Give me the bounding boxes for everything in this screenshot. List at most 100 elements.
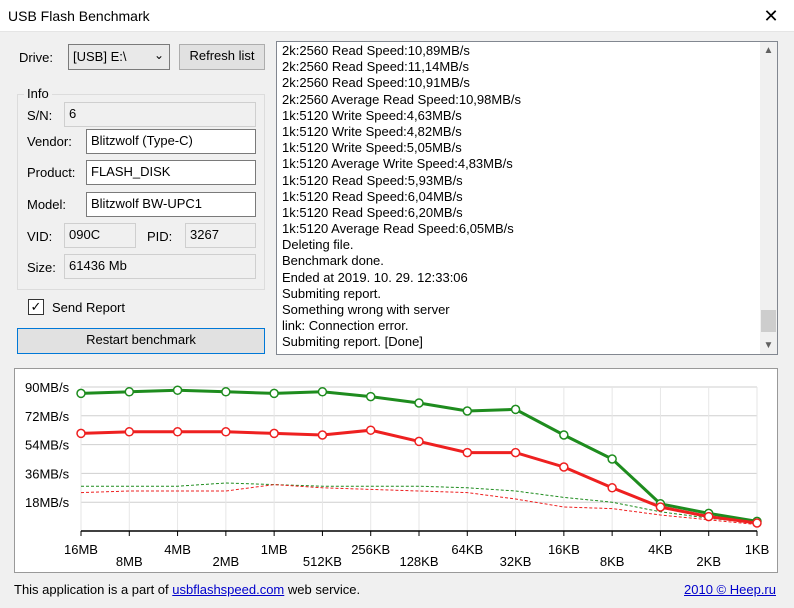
data-point (124, 387, 135, 397)
log-line: Submiting report. (282, 285, 381, 301)
log-line: 2k:2560 Average Read Speed:10,98MB/s (282, 91, 521, 107)
data-point (559, 430, 569, 440)
data-point (462, 447, 473, 458)
x-tick-label: 32KB (500, 554, 532, 569)
x-tick-label: 64KB (451, 542, 483, 557)
restart-benchmark-button[interactable]: Restart benchmark (17, 328, 265, 354)
model-field[interactable]: Blitzwolf BW-UPC1 (86, 192, 256, 217)
product-field[interactable]: FLASH_DISK (86, 160, 256, 185)
scroll-thumb[interactable] (761, 310, 776, 332)
model-label: Model: (27, 197, 67, 212)
send-report-label: Send Report (52, 300, 125, 315)
speed-chart-svg: 90MB/s 72MB/s 54MB/s 36MB/s 18MB/s 16MB 8MB 4MB… (25, 380, 770, 569)
send-report-checkbox[interactable]: ✓ (28, 299, 44, 315)
x-tick-label: 4KB (648, 542, 673, 557)
data-point (221, 387, 231, 397)
info-group (17, 94, 265, 290)
sn-field: 6 (64, 102, 256, 127)
x-tick-label: 16KB (548, 542, 580, 557)
log-scrollbar[interactable]: ▲ ▼ (760, 42, 777, 354)
data-point (172, 427, 183, 437)
data-point (462, 406, 473, 416)
drive-value: [USB] E:\ (73, 49, 127, 64)
vid-field: 090C (64, 223, 136, 248)
size-label: Size: (27, 260, 56, 275)
x-tick-label: 256KB (351, 542, 390, 557)
chevron-down-icon: ⌄ (153, 48, 164, 62)
scroll-up-icon[interactable]: ▲ (763, 45, 774, 56)
log-box[interactable]: 2k:2560 Read Speed:10,89MB/s 2k:2560 Read… (276, 41, 778, 355)
data-point (365, 391, 376, 402)
data-point (655, 502, 666, 512)
log-line: 1k:5120 Read Speed:6,04MB/s (282, 188, 463, 204)
data-point (76, 428, 86, 439)
log-line: 1k:5120 Read Speed:6,20MB/s (282, 204, 463, 220)
y-tick-label: 90MB/s (25, 380, 70, 395)
data-point (607, 483, 617, 493)
data-point (269, 428, 279, 439)
sn-label: S/N: (27, 108, 53, 123)
data-point (510, 447, 521, 458)
data-point (510, 404, 521, 415)
x-tick-label: 2KB (696, 554, 721, 569)
log-lines: 2k:2560 Read Speed:10,89MB/s 2k:2560 Read… (282, 43, 521, 351)
log-line: Benchmark done. (282, 253, 384, 269)
series-line (80, 484, 758, 526)
data-point (607, 454, 617, 464)
speed-chart: 90MB/s 72MB/s 54MB/s 36MB/s 18MB/s 16MB 8MB 4MB… (14, 368, 778, 573)
data-point (269, 388, 279, 399)
log-line: 1k:5120 Average Write Speed:4,83MB/s (282, 156, 513, 172)
footer-suffix: web service. (284, 582, 361, 597)
log-line: 2k:2560 Read Speed:10,91MB/s (282, 75, 470, 91)
x-tick-label: 1MB (261, 542, 288, 557)
info-group-title: Info (24, 86, 52, 101)
data-point (414, 398, 424, 408)
vendor-field[interactable]: Blitzwolf (Type-C) (86, 129, 256, 154)
data-point (124, 427, 135, 437)
footer-text: This application is a part of usbflashsp… (14, 582, 360, 597)
data-point (317, 387, 328, 397)
drive-label: Drive: (19, 50, 53, 65)
scroll-down-icon[interactable]: ▼ (763, 340, 774, 351)
log-line: 1k:5120 Read Speed:5,93MB/s (282, 172, 463, 188)
window-title: USB Flash Benchmark (8, 8, 150, 24)
x-tick-label: 1KB (745, 542, 770, 557)
pid-field: 3267 (185, 223, 256, 248)
y-tick-label: 36MB/s (25, 466, 70, 481)
x-tick-label: 8KB (600, 554, 625, 569)
log-line: 2k:2560 Read Speed:11,14MB/s (282, 59, 469, 75)
y-tick-label: 18MB/s (25, 495, 70, 510)
refresh-list-button[interactable]: Refresh list (179, 44, 265, 70)
log-line: Deleting file. (282, 237, 354, 253)
log-line: Ended at 2019. 10. 29. 12:33:06 (282, 269, 468, 285)
log-line: Something wrong with server (282, 302, 450, 317)
close-icon[interactable]: ✕ (763, 6, 779, 26)
footer-prefix: This application is a part of (14, 582, 173, 597)
x-tick-label: 512KB (303, 554, 342, 569)
drive-select[interactable]: [USB] E:\ ⌄ (68, 44, 170, 70)
log-line: 1k:5120 Write Speed:4,82MB/s (282, 123, 462, 139)
data-point (317, 430, 328, 440)
usbflashspeed-link[interactable]: usbflashspeed.com (172, 582, 285, 597)
vendor-label: Vendor: (27, 134, 72, 149)
x-tick-label: 8MB (116, 554, 143, 569)
data-point (414, 436, 424, 447)
heep-link[interactable]: 2010 © Heep.ru (684, 582, 776, 597)
data-point (752, 518, 762, 528)
log-line: 1k:5120 Write Speed:5,05MB/s (282, 140, 462, 156)
log-line: 1k:5120 Write Speed:4,63MB/s (282, 107, 462, 123)
x-tick-label: 4MB (164, 542, 191, 557)
data-point (703, 511, 714, 522)
series-line (81, 482, 758, 524)
vid-label: VID: (27, 229, 53, 244)
data-point (559, 462, 569, 472)
log-line: link: Connection error. (282, 318, 409, 334)
product-label: Product: (27, 165, 76, 180)
data-point (221, 427, 231, 437)
y-tick-label: 54MB/s (25, 438, 70, 453)
data-point (365, 425, 376, 435)
data-point (172, 385, 183, 395)
x-tick-label: 2MB (212, 554, 239, 569)
log-line: 2k:2560 Read Speed:10,89MB/s (282, 43, 470, 58)
y-tick-label: 72MB/s (25, 409, 70, 424)
